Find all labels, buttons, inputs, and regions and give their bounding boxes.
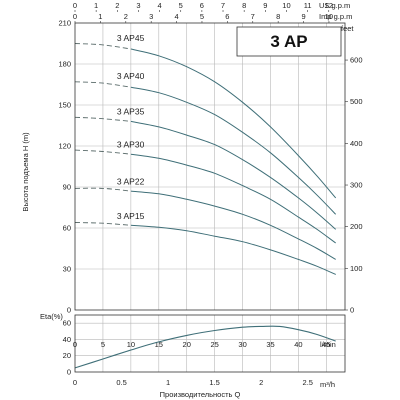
lmin-tick-label: 20 xyxy=(183,340,191,349)
lmin-tick-label: 45 xyxy=(322,340,330,349)
head-chart-frame xyxy=(74,22,346,311)
lmin-tick-label: 15 xyxy=(155,340,163,349)
imp-gpm-tick-label: 5 xyxy=(200,12,204,21)
imp-gpm-tick-label: 3 xyxy=(149,12,153,21)
head-curve xyxy=(130,153,336,244)
feet-tick-label: 400 xyxy=(350,139,363,148)
head-curve xyxy=(130,86,337,215)
lmin-tick-label: 5 xyxy=(101,340,105,349)
imp-gpm-tick-label: 7 xyxy=(251,12,255,21)
head-curve xyxy=(130,190,336,260)
head-tick-label: 60 xyxy=(63,224,71,233)
feet-tick-label: 200 xyxy=(350,222,363,231)
curve-label: 3 AP40 xyxy=(117,71,145,81)
us-gpm-label: US g.p.m xyxy=(319,1,350,10)
head-tick-label: 120 xyxy=(58,142,71,151)
eta-tick-label: 60 xyxy=(63,319,71,328)
head-curve xyxy=(130,224,336,275)
imp-gpm-tick-label: 9 xyxy=(301,12,305,21)
lmin-tick-label: 40 xyxy=(294,340,302,349)
head-tick-label: 150 xyxy=(58,101,71,110)
head-tick-label: 180 xyxy=(58,60,71,69)
us-gpm-tick-label: 5 xyxy=(179,1,183,10)
efficiency-curve xyxy=(74,325,336,369)
flow-axis-label: Производительность Q xyxy=(160,390,241,399)
feet-axis-label: feet xyxy=(341,24,354,33)
lmin-unit-label: l/min xyxy=(320,340,336,349)
feet-tick-label: 0 xyxy=(350,306,354,315)
us-gpm-tick-label: 4 xyxy=(157,1,161,10)
us-gpm-tick-label: 11 xyxy=(304,1,312,10)
imp-gpm-tick-label: 2 xyxy=(124,12,128,21)
imp-gpm-tick-label: 0 xyxy=(73,12,77,21)
eta-tick-label: 0 xyxy=(67,368,71,377)
head-curve-dashed xyxy=(74,222,131,226)
head-tick-label: 30 xyxy=(63,265,71,274)
efficiency-curve-group xyxy=(74,325,336,369)
lmin-tick-label: 35 xyxy=(266,340,274,349)
feet-tick-label: 500 xyxy=(350,97,363,106)
lmin-tick-label: 30 xyxy=(238,340,246,349)
feet-tick-label: 300 xyxy=(350,181,363,190)
m3h-tick-label: 1.5 xyxy=(209,378,219,387)
efficiency-chart-frame xyxy=(74,314,346,373)
head-curves: 3 AP45 3 AP40 3 AP35 3 AP30 3 AP22 3 AP15 xyxy=(74,33,337,275)
m3h-tick-label: 0.5 xyxy=(116,378,126,387)
imp-gpm-tick-label: 4 xyxy=(174,12,178,21)
head-tick-label: 90 xyxy=(63,183,71,192)
imp-gpm-tick-label: 8 xyxy=(276,12,280,21)
imp-gpm-tick-label: 10 xyxy=(325,12,333,21)
imp-gpm-tick-label: 6 xyxy=(225,12,229,21)
head-grid xyxy=(75,23,345,310)
head-curve-dashed xyxy=(74,43,131,50)
m3h-tick-label: 0 xyxy=(73,378,77,387)
head-curve xyxy=(130,48,337,199)
efficiency-grid xyxy=(75,315,345,372)
lmin-tick-label: 10 xyxy=(127,340,135,349)
imp-gpm-label: Imp g.p.m xyxy=(319,12,352,21)
m3h-tick-label: 1 xyxy=(166,378,170,387)
head-axis-label: Высота подъема H (m) xyxy=(21,132,30,212)
model-box xyxy=(236,26,342,57)
eta-tick-label: 40 xyxy=(63,335,71,344)
head-curve xyxy=(130,120,337,230)
us-gpm-tick-label: 12 xyxy=(325,1,333,10)
eta-tick-label: 20 xyxy=(63,351,71,360)
m3h-tick-label: 2.5 xyxy=(303,378,313,387)
head-curve-dashed xyxy=(74,116,131,122)
head-curve-dashed xyxy=(74,149,131,155)
lmin-tick-label: 25 xyxy=(210,340,218,349)
us-gpm-tick-label: 9 xyxy=(263,1,267,10)
eta-axis-label: Eta(%) xyxy=(40,312,63,321)
us-gpm-tick-label: 0 xyxy=(73,1,77,10)
feet-tick-label: 600 xyxy=(350,56,363,65)
head-tick-label: 210 xyxy=(58,19,71,28)
us-gpm-tick-label: 2 xyxy=(115,1,119,10)
imp-gpm-tick-label: 1 xyxy=(98,12,102,21)
us-gpm-tick-label: 1 xyxy=(94,1,98,10)
head-curve-dashed xyxy=(74,81,131,88)
curve-label: 3 AP35 xyxy=(117,107,145,117)
head-curve-dashed xyxy=(74,187,131,192)
us-gpm-tick-label: 3 xyxy=(136,1,140,10)
us-gpm-tick-label: 7 xyxy=(221,1,225,10)
m3h-unit-label: m³/h xyxy=(320,380,335,389)
us-gpm-tick-label: 10 xyxy=(282,1,290,10)
feet-tick-label: 100 xyxy=(350,264,363,273)
model-title: 3 AP xyxy=(270,32,307,51)
curve-label: 3 AP15 xyxy=(117,211,145,221)
head-tick-label: 0 xyxy=(67,306,71,315)
us-gpm-tick-label: 8 xyxy=(242,1,246,10)
us-gpm-tick-label: 6 xyxy=(200,1,204,10)
m3h-tick-label: 2 xyxy=(259,378,263,387)
curve-label: 3 AP30 xyxy=(117,139,145,149)
curve-label: 3 AP45 xyxy=(117,33,145,43)
curve-label: 3 AP22 xyxy=(117,176,145,186)
